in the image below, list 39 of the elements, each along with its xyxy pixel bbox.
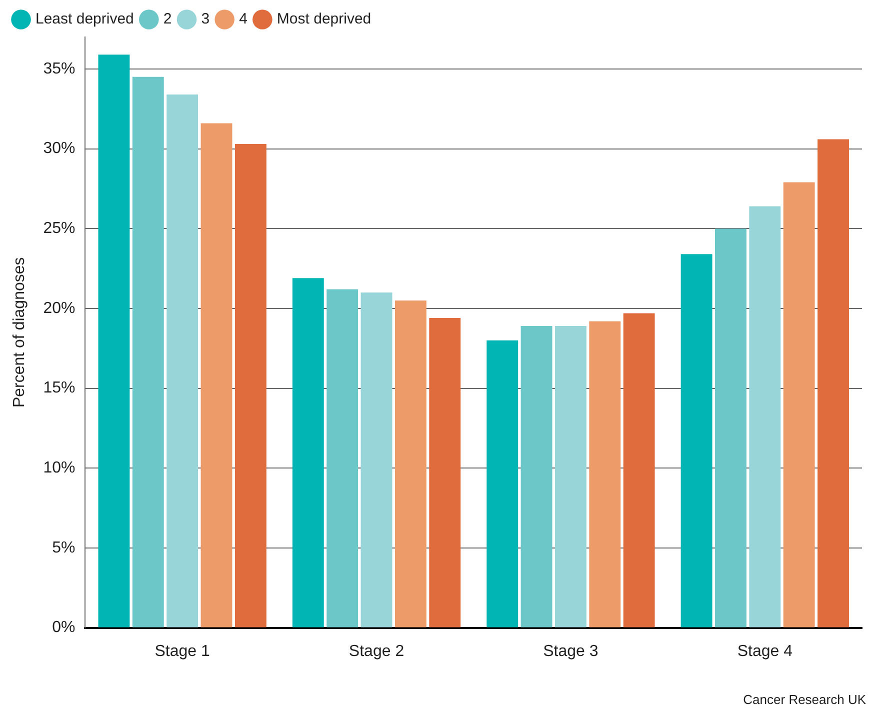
bar [520,326,552,628]
bar [749,206,781,628]
y-axis-title: Percent of diagnoses [11,257,28,408]
bar [166,94,198,628]
bar [589,321,621,628]
bar [132,76,164,628]
y-tick-label: 10% [43,460,76,477]
legend-label: Most deprived [276,10,372,28]
x-tick-label: Stage 3 [543,642,598,660]
y-tick-label: 15% [43,380,76,397]
legend-label: 4 [239,10,248,28]
bar [818,139,849,628]
legend-label: 3 [201,10,210,28]
bar [554,326,586,628]
bar [623,313,655,628]
bar [715,228,746,628]
y-tick-label: 5% [52,539,76,556]
x-tick-label: Stage 2 [348,642,404,660]
bar [292,278,324,628]
bar [394,300,426,628]
bar [429,318,461,628]
legend-label: Least deprived [36,10,134,28]
y-tick-label: 0% [52,619,76,636]
bar [486,340,518,628]
x-tick-label: Stage 4 [737,642,793,660]
text: Cancer Research UK [743,692,866,708]
y-tick-label: 35% [43,60,76,78]
legend-label: 2 [163,10,172,28]
bar [326,289,358,628]
y-tick-label: 20% [43,300,76,317]
bar [783,182,815,628]
bar [98,54,130,628]
y-tick-label: 25% [43,220,76,238]
y-tick-label: 30% [43,140,76,158]
bar [200,123,232,628]
bar [360,292,392,628]
bar [234,144,266,628]
bar [680,254,712,628]
x-tick-label: Stage 1 [154,642,210,660]
